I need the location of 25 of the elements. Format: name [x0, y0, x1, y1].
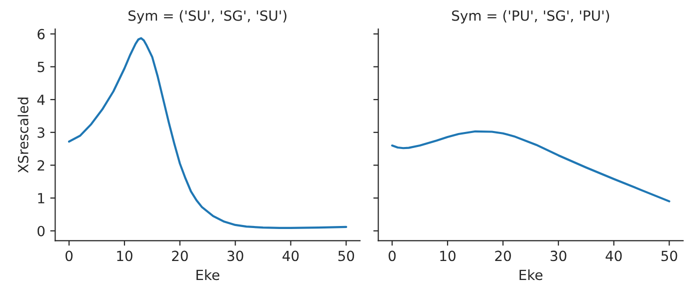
- x-tick-label: 0: [388, 250, 396, 262]
- chart-title: Sym = ('PU', 'SG', 'PU'): [452, 10, 610, 24]
- x-tick-label: 20: [172, 250, 188, 262]
- x-tick-label: 10: [117, 250, 132, 262]
- y-tick-label: 0: [38, 226, 45, 236]
- x-tick-label: 10: [440, 250, 456, 262]
- x-tick-label: 50: [661, 250, 678, 262]
- y-tick-label: 1: [38, 193, 44, 204]
- x-tick-label: 20: [495, 250, 511, 262]
- x-tick-label: 30: [550, 250, 566, 262]
- x-tick-label: 50: [338, 250, 354, 262]
- line-series: [68, 37, 348, 229]
- x-tick-label: 40: [606, 250, 622, 262]
- x-tick-label: 40: [282, 250, 299, 262]
- chart-title: Sym = ('SU', 'SG', 'SU'): [128, 10, 286, 24]
- x-tick-label: 30: [228, 250, 244, 262]
- x-axis-title: Eke: [196, 269, 220, 280]
- x-axis-title: Eke: [520, 269, 542, 280]
- y-tick-label: 4: [37, 94, 45, 105]
- y-tick-label: 6: [38, 28, 45, 40]
- y-axis-title: XSrescaled: [18, 98, 28, 173]
- x-tick-label: 0: [66, 250, 73, 262]
- y-tick-label: 5: [38, 62, 44, 72]
- y-tick-label: 2: [38, 160, 44, 170]
- y-tick-label: 3: [38, 127, 44, 138]
